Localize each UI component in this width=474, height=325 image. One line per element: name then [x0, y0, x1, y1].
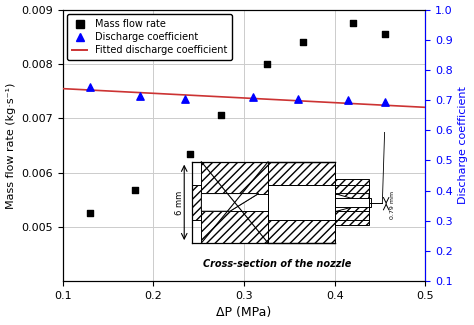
Point	[345, 98, 352, 103]
Point	[263, 61, 271, 67]
Point	[381, 32, 388, 37]
Point	[186, 151, 193, 156]
Y-axis label: Mass flow rate (kg·s⁻¹): Mass flow rate (kg·s⁻¹)	[6, 82, 16, 209]
X-axis label: ΔP (MPa): ΔP (MPa)	[216, 306, 272, 319]
Point	[86, 84, 93, 89]
Point	[381, 99, 388, 104]
Point	[349, 20, 356, 26]
Point	[249, 95, 257, 100]
Point	[131, 187, 139, 192]
Y-axis label: Discharge coefficient: Discharge coefficient	[458, 86, 468, 204]
Point	[86, 211, 93, 216]
Point	[299, 40, 307, 45]
Point	[218, 113, 225, 118]
Legend: Mass flow rate, Discharge coefficient, Fitted discharge coefficient: Mass flow rate, Discharge coefficient, F…	[67, 14, 232, 60]
Point	[181, 96, 189, 101]
Point	[136, 93, 144, 98]
Point	[295, 97, 302, 102]
